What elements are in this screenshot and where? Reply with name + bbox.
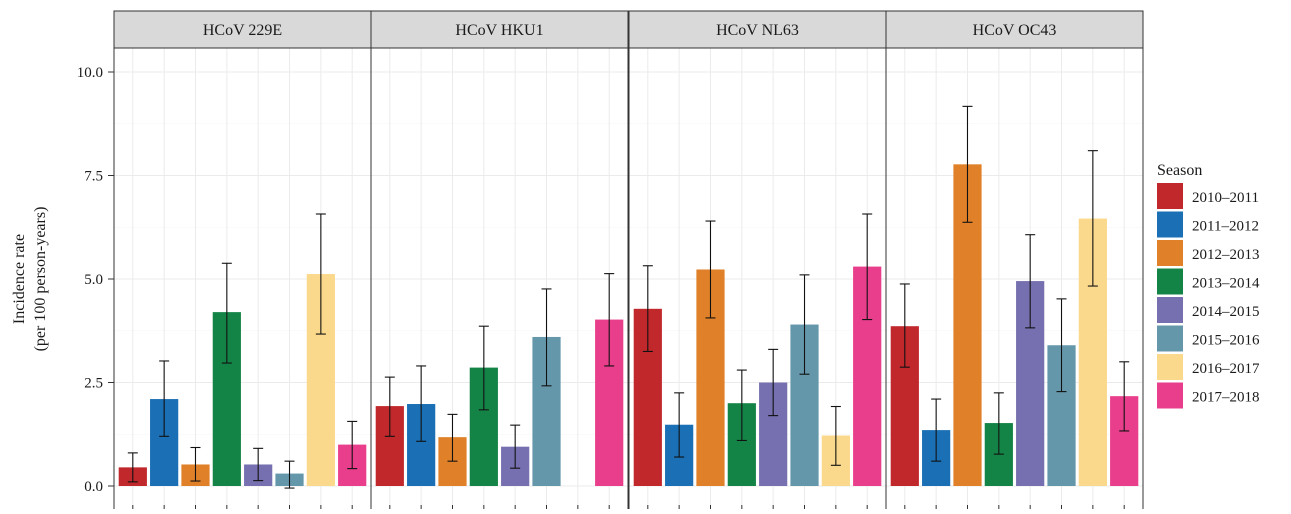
error-bar [447, 413, 458, 462]
error-bars [127, 213, 358, 489]
legend-item: 2011–2012 [1157, 211, 1259, 238]
bars [890, 164, 1139, 486]
legend-swatch [1157, 211, 1183, 238]
error-bar [127, 452, 138, 483]
facet-panel: HCoV HKU1 [370, 10, 629, 509]
legend-title: Season [1157, 162, 1202, 179]
facet-panel: HCoV NL63 [628, 10, 887, 509]
facet-strip [628, 10, 887, 49]
facet-panel: HCoV OC43 [885, 10, 1144, 509]
error-bar [315, 213, 326, 335]
legend-swatch [1157, 297, 1183, 323]
error-bars [384, 273, 615, 469]
y-tick-label: 0.0 [84, 479, 103, 495]
facet-strip-label: HCoV HKU1 [455, 22, 543, 39]
y-axis-title: Incidence rate (per 100 person-years) [11, 207, 49, 352]
bars [633, 266, 882, 486]
legend-swatch [1157, 268, 1183, 295]
legend-swatch [1157, 382, 1183, 409]
error-bars [642, 213, 873, 466]
error-bar [642, 265, 653, 353]
error-bar [899, 283, 910, 368]
bars [118, 274, 367, 486]
facet-strip-label: HCoV 229E [203, 22, 282, 39]
error-bar [384, 376, 395, 437]
legend: Season 2010–2011 2011–2012 2012–2013 2013–2… [1157, 162, 1260, 409]
error-bar [347, 420, 358, 470]
legend-item: 2017–2018 [1157, 382, 1260, 409]
legend-items: 2010–2011 2011–2012 2012–2013 2013–2014 2014… [1157, 183, 1260, 409]
legend-item: 2012–2013 [1157, 240, 1260, 266]
legend-swatch [1157, 325, 1183, 352]
error-bar [253, 447, 264, 482]
facet-strip-label: HCoV OC43 [973, 22, 1057, 39]
facet-panels: HCoV 229E HCoV HKU1 HCoV NL63 HCoV OC43 [113, 10, 1144, 509]
error-bar [799, 274, 810, 375]
y-axis: 0.0 2.5 5.0 7.5 10.0 [77, 65, 114, 495]
legend-label: 2015–2016 [1192, 333, 1260, 349]
legend-item: 2016–2017 [1157, 354, 1260, 380]
legend-label: 2016–2017 [1192, 361, 1260, 377]
y-tick-label: 7.5 [84, 169, 103, 185]
error-bar [541, 288, 552, 387]
legend-item: 2013–2014 [1157, 268, 1260, 295]
legend-label: 2013–2014 [1192, 276, 1260, 292]
error-bar [1056, 298, 1067, 393]
facet-strip [885, 10, 1144, 49]
facet-panel: HCoV 229E [113, 10, 372, 509]
error-bars [899, 105, 1130, 462]
legend-label: 2010–2011 [1192, 190, 1259, 206]
legend-label: 2017–2018 [1192, 390, 1260, 406]
error-bar [830, 405, 841, 466]
error-bar [674, 392, 685, 458]
error-bar [993, 392, 1004, 455]
error-bar [962, 105, 973, 223]
legend-item: 2010–2011 [1157, 183, 1259, 209]
legend-item: 2014–2015 [1157, 297, 1260, 323]
error-bar [284, 460, 295, 489]
y-tick-label: 10.0 [77, 65, 103, 81]
error-bar [1087, 150, 1098, 287]
error-bar [931, 398, 942, 462]
error-bar [416, 365, 427, 442]
error-bar [862, 213, 873, 321]
error-bar [736, 369, 747, 442]
y-axis-title-line1: Incidence rate [11, 234, 28, 324]
legend-label: 2014–2015 [1192, 304, 1260, 320]
error-bar [190, 446, 201, 482]
y-tick-label: 2.5 [84, 376, 103, 392]
legend-swatch [1157, 183, 1183, 209]
legend-label: 2012–2013 [1192, 247, 1260, 263]
panel-border [370, 47, 629, 509]
error-bar [478, 325, 489, 411]
legend-label: 2011–2012 [1192, 219, 1259, 235]
error-bar [221, 262, 232, 364]
bars [375, 319, 624, 486]
legend-swatch [1157, 240, 1183, 266]
y-tick-label: 5.0 [84, 272, 103, 288]
error-bar [705, 220, 716, 319]
panel-border [885, 47, 1144, 509]
legend-swatch [1157, 354, 1183, 380]
error-bar [1119, 361, 1130, 432]
y-axis-title-line2: (per 100 person-years) [32, 207, 49, 352]
facet-strip [370, 10, 629, 49]
error-bar [159, 360, 170, 437]
error-bar [1025, 234, 1036, 329]
error-bar [510, 424, 521, 469]
error-bar [768, 348, 779, 417]
legend-item: 2015–2016 [1157, 325, 1260, 352]
facet-strip-label: HCoV NL63 [716, 22, 799, 39]
error-bar [604, 273, 615, 367]
